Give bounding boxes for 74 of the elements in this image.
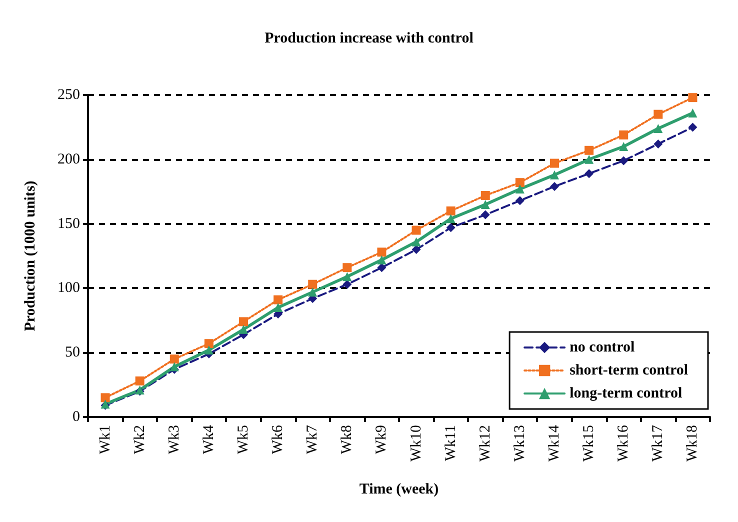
x-tick-label: Wk13	[512, 425, 528, 462]
point	[688, 108, 698, 118]
x-tick-label: Wk11	[442, 425, 459, 462]
point	[584, 146, 594, 155]
point	[308, 280, 318, 289]
point	[619, 142, 628, 152]
point	[204, 346, 214, 355]
x-tick-label: Wk9	[374, 425, 390, 454]
y-axis-title: Production (1000 units)	[22, 180, 38, 332]
point	[619, 156, 628, 166]
point	[412, 237, 421, 246]
y-tick-label: 200	[58, 151, 80, 168]
point	[480, 210, 490, 220]
point	[654, 110, 663, 119]
x-tick-label: Wk17	[650, 424, 666, 462]
x-tick-label: Wk15	[581, 425, 598, 462]
point	[654, 124, 663, 133]
point	[377, 263, 386, 272]
point	[515, 196, 524, 206]
point	[688, 93, 698, 102]
x-tick-label: Wk5	[236, 425, 252, 454]
point	[480, 200, 490, 209]
point	[584, 154, 594, 164]
point	[446, 223, 456, 232]
x-tick-label: Wk16	[616, 424, 632, 462]
point	[412, 226, 421, 235]
x-tick-label: Wk4	[200, 424, 217, 454]
point	[239, 317, 248, 326]
point	[550, 170, 559, 180]
point	[688, 122, 698, 132]
point	[446, 206, 456, 216]
point	[515, 178, 524, 188]
x-axis-title: Time (week)	[359, 482, 439, 498]
point	[619, 130, 628, 140]
point	[135, 376, 144, 386]
x-tick-label: Wk18	[684, 425, 701, 462]
point	[239, 324, 248, 334]
x-tick-label: Wk10	[408, 425, 424, 462]
point	[377, 248, 386, 257]
x-tick-label: Wk6	[270, 424, 286, 454]
y-tick-label: 100	[58, 280, 80, 296]
point	[170, 354, 179, 364]
point	[100, 393, 110, 402]
y-tick-label: 250	[58, 87, 80, 103]
point	[654, 139, 663, 148]
x-tick-label: Wk2	[132, 425, 148, 454]
legend-label: short-term control	[570, 362, 688, 378]
x-tick-label: Wk8	[339, 425, 356, 454]
point	[377, 255, 386, 264]
x-tick-label: Wk1	[97, 425, 114, 454]
y-tick-label: 50	[65, 344, 80, 361]
point	[515, 184, 524, 194]
chart-title: Production increase with control	[264, 30, 474, 46]
x-tick-label: Wk12	[477, 425, 494, 462]
point	[308, 288, 318, 297]
y-tick-label: 0	[72, 409, 80, 425]
point	[550, 182, 559, 191]
point	[584, 169, 594, 178]
point	[170, 362, 179, 372]
point	[274, 295, 283, 304]
point	[274, 303, 283, 312]
y-tick-label: 150	[58, 216, 80, 232]
legend-label: no control	[570, 340, 635, 356]
point	[412, 245, 421, 254]
point	[550, 158, 559, 168]
legend-label: long-term control	[570, 386, 682, 402]
point	[342, 263, 352, 272]
x-tick-label: Wk3	[166, 425, 182, 454]
point	[342, 272, 352, 282]
x-tick-label: Wk14	[546, 424, 562, 462]
point	[480, 190, 490, 200]
point	[446, 214, 456, 224]
x-tick-label: Wk7	[304, 424, 321, 454]
point	[204, 339, 214, 348]
